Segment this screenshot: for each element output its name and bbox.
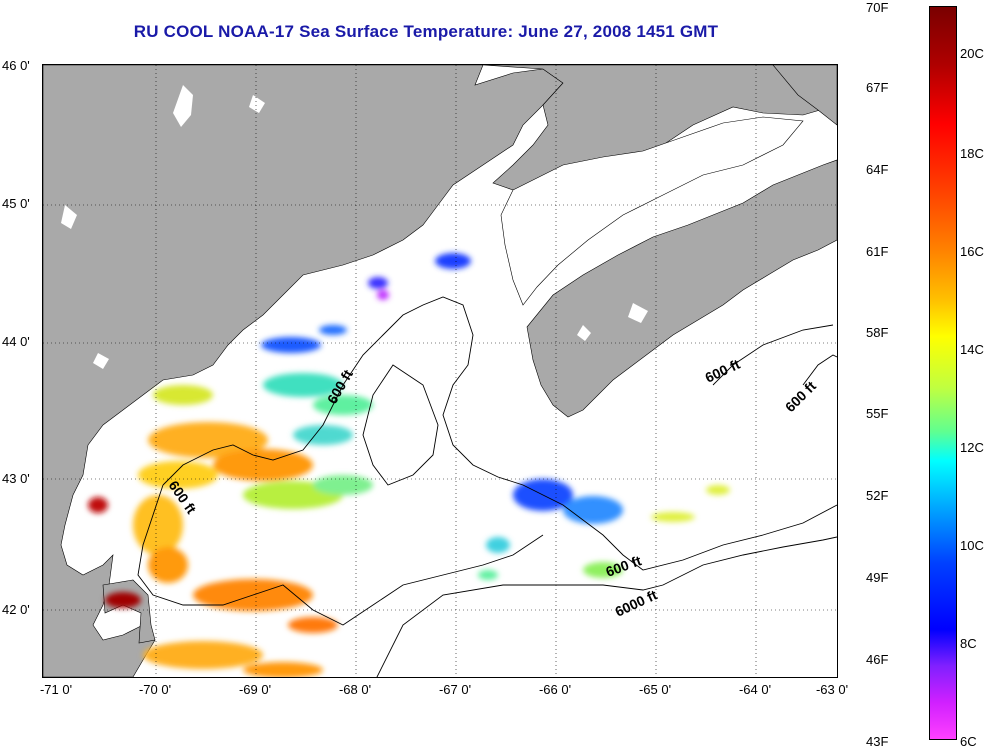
lon-tick-64: -64 0' [738, 682, 772, 697]
lat-tick-42: 42 0' [2, 602, 30, 617]
contours [137, 296, 837, 677]
temperature-colorbar [929, 6, 957, 740]
contour-label-6000: 6000 ft [613, 586, 660, 619]
contour-label-600-e: 600 ft [782, 378, 819, 415]
land-new-england [43, 65, 564, 677]
graticule [43, 65, 837, 677]
cb-f-58: 58F [866, 325, 889, 340]
map-canvas: 600 ft 600 ft 600 ft 600 ft 600 ft 6000 … [43, 65, 837, 677]
land-nova-scotia [526, 159, 837, 418]
lat-tick-44: 44 0' [2, 334, 30, 349]
lon-tick-66: -66 0' [538, 682, 572, 697]
contour-600-gulf [162, 296, 837, 571]
cb-f-43: 43F [866, 734, 889, 749]
cb-f-55: 55F [866, 406, 889, 421]
sst-patches [88, 253, 730, 677]
cb-f-49: 49F [866, 570, 889, 585]
cb-f-46: 46F [866, 652, 889, 667]
contour-600-georges [137, 484, 544, 626]
inland-lakes [61, 85, 648, 369]
cb-c-8: 8C [960, 636, 977, 651]
contour-600-scotian [712, 324, 834, 386]
lon-tick-63: -63 0' [815, 682, 849, 697]
contour-label-600-c: 600 ft [604, 552, 644, 580]
cb-f-61: 61F [866, 244, 889, 259]
cb-c-18: 18C [960, 146, 984, 161]
cb-c-14: 14C [960, 342, 984, 357]
contour-inner [362, 364, 439, 486]
contour-6000 [376, 536, 837, 677]
cb-f-67: 67F [866, 80, 889, 95]
lon-tick-70: -70 0' [138, 682, 172, 697]
lon-tick-71: -71 0' [39, 682, 73, 697]
cb-c-16: 16C [960, 244, 984, 259]
lat-tick-46: 46 0' [2, 58, 30, 73]
cb-c-20: 20C [960, 46, 984, 61]
land-cape-breton [772, 65, 837, 126]
cb-f-70: 70F [866, 0, 889, 15]
lon-tick-68: -68 0' [338, 682, 372, 697]
contour-label-600-d: 600 ft [703, 356, 743, 386]
cb-f-64: 64F [866, 162, 889, 177]
map-title: RU COOL NOAA-17 Sea Surface Temperature:… [133, 22, 719, 41]
cb-c-6: 6C [960, 734, 977, 749]
contour-600-east [802, 354, 837, 386]
cb-c-10: 10C [960, 538, 984, 553]
lon-tick-67: -67 0' [438, 682, 472, 697]
lat-tick-43: 43 0' [2, 471, 30, 486]
map-panel[interactable]: 600 ft 600 ft 600 ft 600 ft 600 ft 6000 … [42, 64, 838, 678]
bay-of-fundy [500, 116, 804, 306]
lat-tick-45: 45 0' [2, 196, 30, 211]
cb-f-52: 52F [866, 488, 889, 503]
lon-tick-69: -69 0' [238, 682, 272, 697]
cb-c-12: 12C [960, 440, 984, 455]
lon-tick-65: -65 0' [638, 682, 672, 697]
